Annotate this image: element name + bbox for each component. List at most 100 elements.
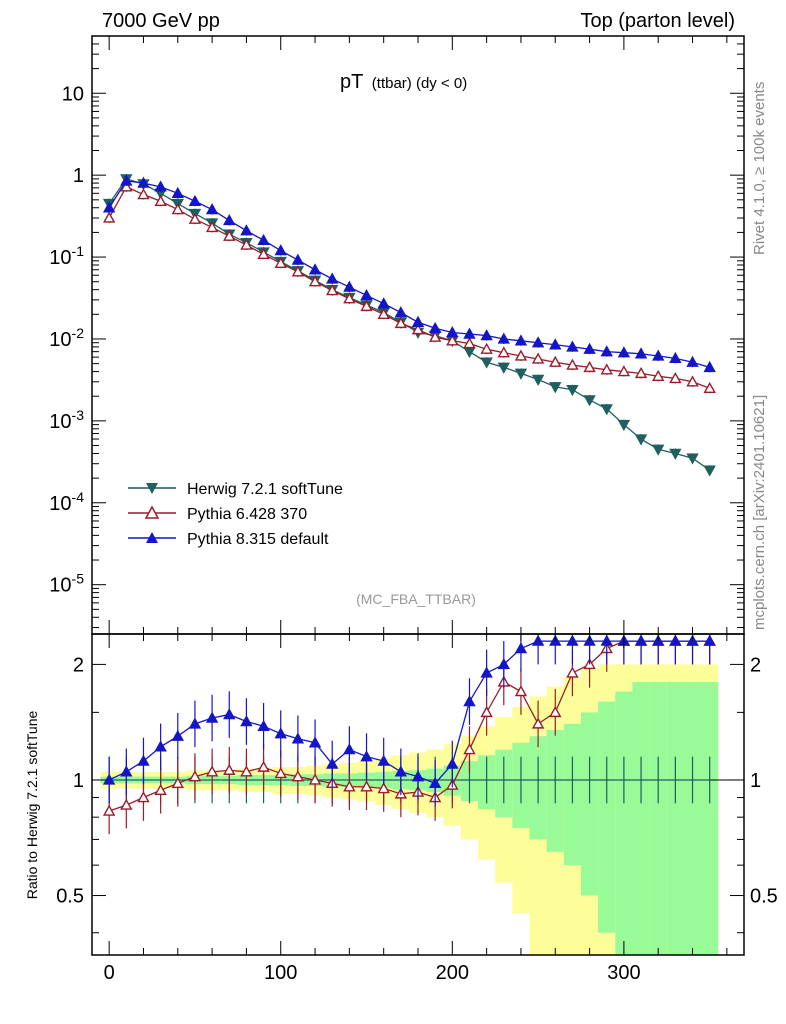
ratio-y-tick-label: 0.5 [56,886,84,908]
ratio-point-1 [154,783,167,795]
ratio-point-1 [120,798,133,810]
data-point-1 [223,229,236,241]
data-point-0 [531,374,545,386]
side-label-mcplots: mcplots.cern.ch [arXiv:2401.10621] [751,395,768,630]
data-point-2 [377,297,390,309]
data-point-1 [188,212,202,224]
legend: Herwig 7.2.1 softTune Pythia 6.428 370 P… [128,481,343,548]
data-point-0 [583,395,596,407]
data-point-0 [514,368,528,380]
data-point-2 [120,174,133,186]
ratio-point-2 [120,765,133,777]
ratio-point-1 [188,770,202,782]
ratio-point-2 [188,717,202,729]
ratio-point-1 [360,780,373,792]
data-point-0 [549,382,562,394]
data-point-1 [137,188,150,200]
ratio-point-1 [308,773,322,785]
ratio-y-tick-label: 2 [73,654,84,676]
ratio-point-2 [514,642,528,654]
ratio-y-tick-label-right: 0.5 [750,886,778,908]
ratio-point-2 [257,719,270,731]
data-point-2 [154,180,167,192]
data-point-2 [463,327,476,339]
y-tick-label: 10-3 [49,407,84,433]
data-point-2 [411,315,425,327]
legend-marker-herwig [146,483,158,494]
data-point-2 [497,332,510,344]
legend-label-pythia6: Pythia 6.428 370 [187,506,307,523]
data-point-2 [600,345,613,357]
data-point-1 [377,307,390,320]
ratio-point-1 [549,705,562,718]
series-line-1 [108,186,710,389]
ratio-band-inner [666,681,684,955]
y-tick-label: 10-2 [49,325,84,351]
ratio-ylabel: Ratio to Herwig 7.2.1 softTune [24,710,40,899]
data-point-1 [154,194,167,206]
data-point-0 [669,448,682,460]
ratio-point-2 [360,750,373,762]
data-point-1 [514,349,528,361]
ratio-point-1 [102,804,116,816]
data-point-1 [326,284,339,296]
main-panel: 10 1 10-1 10-2 10-3 10-4 10-5 [49,35,745,635]
ratio-point-1 [463,743,476,755]
ratio-point-1 [514,685,528,697]
data-point-1 [583,360,596,373]
data-point-2 [686,355,699,367]
data-point-1 [617,365,631,377]
data-point-2 [669,351,682,364]
data-point-1 [463,337,476,349]
data-point-1 [205,220,219,233]
ratio-point-2 [634,634,648,646]
x-tick-label: 300 [607,962,640,984]
ratio-point-2 [308,736,322,748]
ratio-point-2 [377,754,390,766]
ratio-point-2 [428,776,442,789]
ratio-point-1 [137,791,150,803]
data-point-0 [703,465,716,477]
data-point-2 [102,201,116,213]
ratio-point-1 [291,770,305,782]
data-point-1 [274,256,287,268]
x-tick-label: 200 [436,962,469,984]
data-point-0 [480,357,493,369]
ratio-point-2 [171,729,184,741]
data-point-2 [188,194,202,206]
plot-title: pT (ttbar) (dy < 0) [340,71,467,93]
data-point-1 [360,299,373,312]
data-point-2 [205,203,219,215]
ratio-point-2 [205,711,219,723]
plot-title-sub: (ttbar) (dy < 0) [372,75,467,92]
legend-marker-pythia8 [146,532,158,543]
ratio-y-tick-label: 1 [73,770,84,792]
ratio-point-2 [463,695,476,707]
ratio-point-2 [223,708,236,720]
data-point-2 [240,224,253,236]
data-point-2 [274,244,287,256]
data-point-0 [566,385,579,397]
legend-label-herwig: Herwig 7.2.1 softTune [187,481,343,498]
ratio-point-2 [343,743,356,755]
ratio-band-inner [598,701,616,933]
ratio-point-1 [240,765,253,777]
ratio-point-1 [531,717,545,729]
data-point-1 [703,381,716,393]
data-point-2 [137,176,150,188]
legend-item-pythia8: Pythia 8.315 default [128,531,329,548]
data-point-2 [634,347,648,359]
data-point-2 [223,213,236,226]
ratio-point-2 [137,754,150,766]
data-point-1 [652,369,665,382]
data-point-1 [669,371,682,384]
data-point-1 [446,334,459,346]
data-point-2 [703,360,716,373]
y-tick-label: 1 [73,165,84,187]
ratio-point-1 [205,765,219,777]
data-point-1 [308,275,322,287]
data-point-1 [257,247,270,260]
ratio-point-2 [291,732,305,744]
data-point-1 [686,375,699,387]
